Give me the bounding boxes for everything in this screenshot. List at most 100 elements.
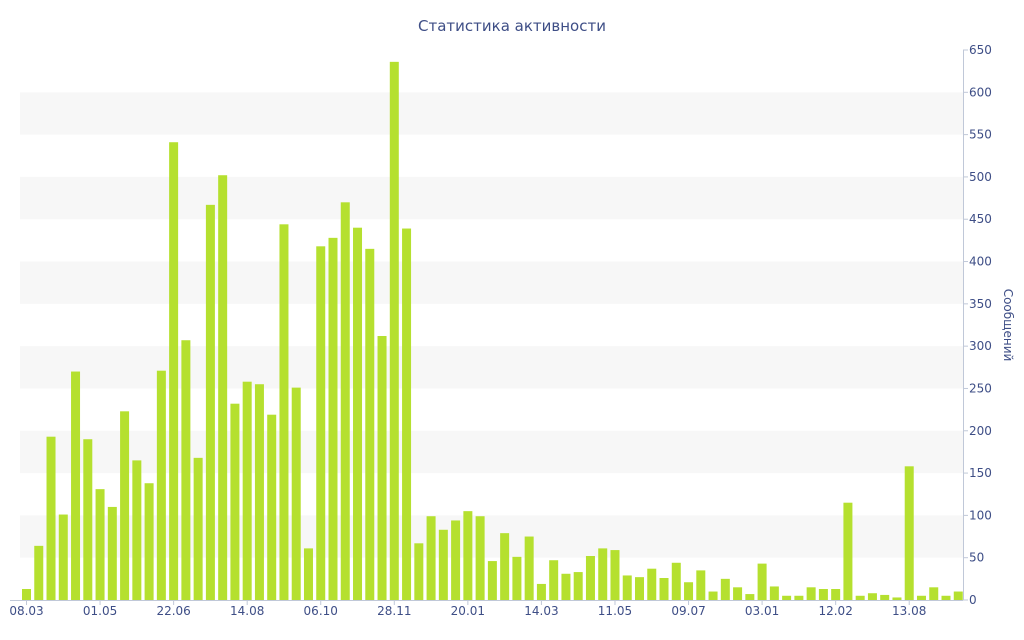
bar[interactable] [156,370,166,600]
bar[interactable] [892,597,902,600]
y-axis: 0 50 100 150 200 250 300 350 400 450 500 550 600 650 [963,43,992,607]
bar[interactable] [536,583,546,600]
bar[interactable] [573,572,583,600]
x-tick-label: 28.11 [377,604,411,618]
bar[interactable] [340,202,350,601]
bar[interactable] [647,568,657,600]
y-tick-label: 200 [969,424,992,438]
x-axis: 08.03 01.05 22.06 14.08 06.10 28.11 20.01 14.03… [9,600,963,618]
bar[interactable] [598,548,608,600]
bar[interactable] [218,175,228,600]
bar[interactable] [671,562,681,600]
bar[interactable] [708,591,718,600]
bar[interactable] [22,589,31,600]
bar[interactable] [782,595,792,600]
x-tick-label: 20.01 [451,604,485,618]
bar[interactable] [58,514,68,600]
bar[interactable] [83,439,93,600]
bar[interactable] [242,381,252,600]
bar[interactable] [279,224,289,601]
bar[interactable] [475,516,485,600]
bar[interactable] [831,589,841,600]
y-tick-label: 400 [969,255,992,269]
grid-band [20,92,963,135]
bar[interactable] [561,573,571,600]
bar[interactable] [684,582,694,600]
bar[interactable] [500,533,510,600]
y-tick-label: 150 [969,466,992,480]
bar[interactable] [169,142,179,600]
y-tick-label: 450 [969,212,992,226]
bar[interactable] [414,543,424,600]
bar[interactable] [34,545,44,600]
bar[interactable] [818,589,828,600]
bar[interactable] [610,550,620,600]
bar[interactable] [929,587,939,600]
bar[interactable] [916,595,926,600]
bar[interactable] [733,587,743,600]
bar[interactable] [880,594,890,600]
bar[interactable] [659,578,669,600]
bar[interactable] [794,595,804,600]
bar[interactable] [181,340,191,600]
bar[interactable] [328,237,338,600]
bar[interactable] [806,587,816,600]
y-axis-label: Сообщений [1001,289,1015,362]
y-tick-label: 0 [969,593,977,607]
bar[interactable] [377,336,387,600]
bar[interactable] [622,575,632,600]
x-tick-label: 06.10 [304,604,338,618]
bars-group [22,61,963,601]
bar[interactable] [769,586,779,600]
bar[interactable] [720,578,730,600]
bar[interactable] [267,414,277,600]
bar[interactable] [205,204,215,600]
bar[interactable] [696,570,706,600]
bar[interactable] [303,548,313,600]
bar[interactable] [855,595,865,600]
bar[interactable] [353,227,363,600]
y-tick-label: 50 [969,551,984,565]
bar[interactable] [95,489,105,600]
x-tick-label: 11.05 [598,604,632,618]
x-tick-label: 03.01 [745,604,779,618]
bar[interactable] [904,466,914,600]
bar[interactable] [451,520,461,600]
bar[interactable] [843,502,853,600]
bar[interactable] [757,563,767,600]
bar[interactable] [438,529,448,600]
bar[interactable] [254,384,264,600]
bar[interactable] [585,556,595,600]
bar[interactable] [316,246,326,601]
bar[interactable] [953,591,963,600]
bar[interactable] [487,561,497,600]
bar[interactable] [120,411,130,600]
bar[interactable] [524,536,534,600]
bar[interactable] [71,371,81,600]
bar[interactable] [107,506,117,600]
bar[interactable] [549,560,559,600]
bar[interactable] [132,460,142,600]
bar[interactable] [867,593,877,600]
bar[interactable] [193,457,203,600]
bar[interactable] [426,516,436,600]
x-tick-label: 09.07 [671,604,705,618]
y-tick-label: 300 [969,339,992,353]
bar[interactable] [512,556,522,600]
x-tick-label: 22.06 [156,604,190,618]
x-tick-label: 14.08 [230,604,264,618]
bar[interactable] [230,403,240,600]
bar[interactable] [635,577,644,600]
bar[interactable] [365,248,375,600]
bar[interactable] [46,436,56,600]
bar[interactable] [389,61,399,601]
bar[interactable] [291,387,301,600]
bar[interactable] [402,228,412,601]
grid-band [20,261,963,304]
grid-band [20,176,963,220]
bar[interactable] [144,483,154,600]
bar[interactable] [941,595,951,600]
bar[interactable] [745,594,755,600]
bar[interactable] [463,511,473,600]
